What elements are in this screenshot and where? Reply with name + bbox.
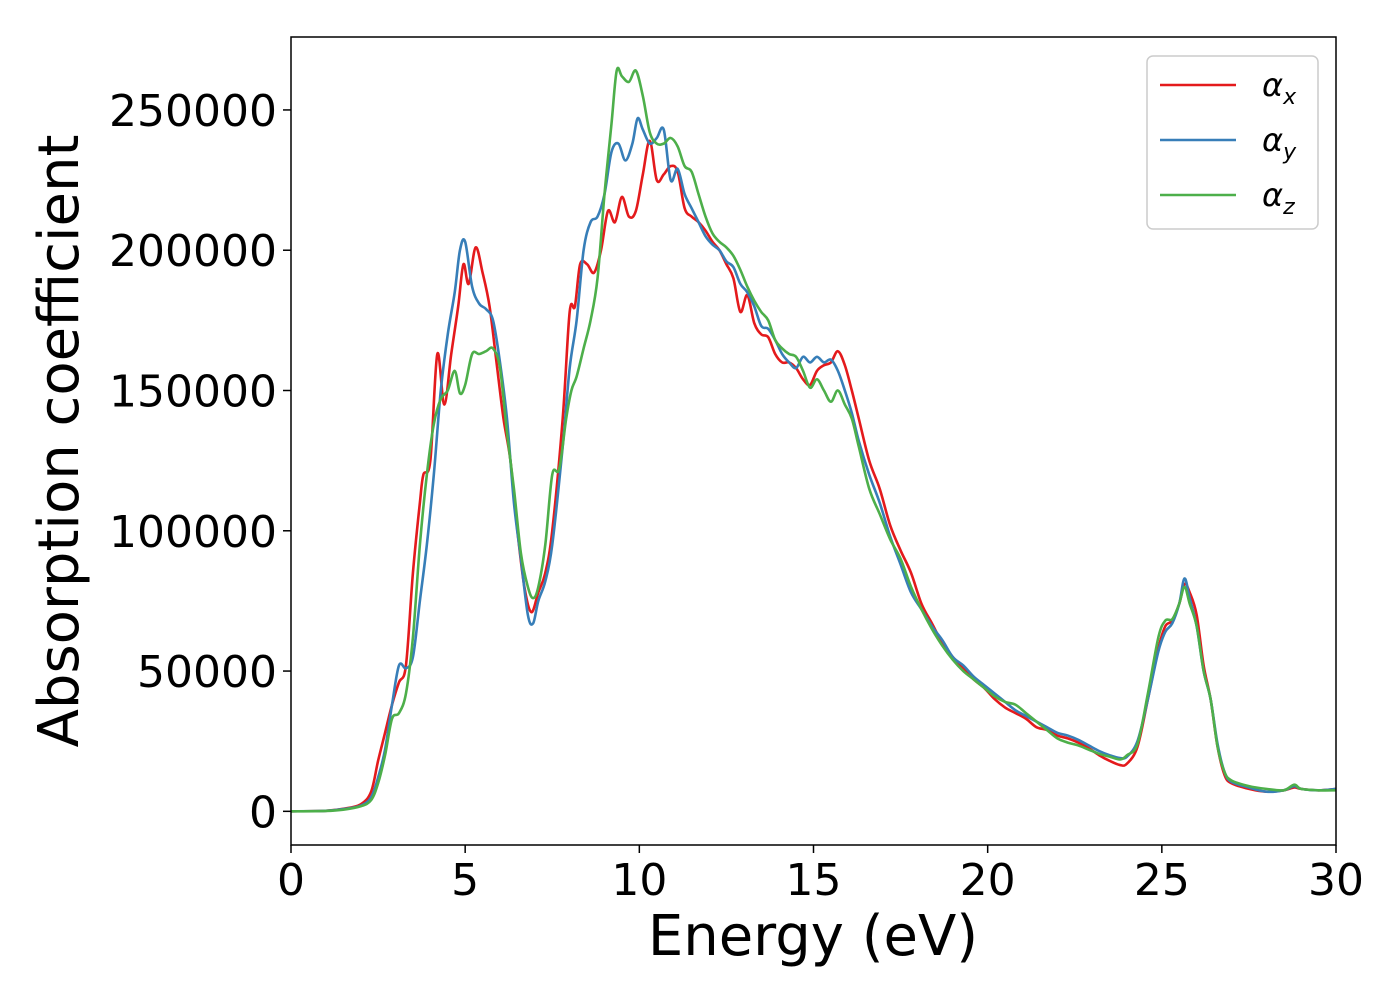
y-tick-label: 0: [249, 787, 277, 838]
x-tick-label: 20: [960, 855, 1016, 906]
y-axis-ticks: 0 50000 100000 150000 200000 250000: [109, 86, 291, 838]
x-tick-label: 15: [786, 855, 842, 906]
y-tick-label: 250000: [109, 86, 277, 137]
y-tick-label: 50000: [137, 647, 277, 698]
x-tick-label: 30: [1308, 855, 1364, 906]
x-axis-title: Energy (eV): [648, 904, 978, 969]
y-axis-title: Absorption coefficient: [27, 135, 92, 748]
x-tick-label: 10: [611, 855, 667, 906]
legend-frame: [1146, 55, 1319, 230]
legend-subscript: x: [1282, 85, 1297, 110]
y-tick-label: 100000: [109, 507, 277, 558]
legend-subscript: y: [1282, 140, 1297, 165]
x-tick-label: 5: [451, 855, 479, 906]
legend-subscript: z: [1282, 195, 1295, 220]
x-tick-label: 25: [1134, 855, 1190, 906]
series-layer: [290, 66, 1337, 813]
x-tick-label: 0: [277, 855, 305, 906]
series-line-x: [290, 139, 1337, 813]
y-tick-label: 200000: [109, 226, 277, 277]
series-line-z: [290, 66, 1337, 813]
x-axis-ticks: 0 5 10 15 20 25 30: [277, 845, 1364, 906]
y-tick-label: 150000: [109, 367, 277, 418]
